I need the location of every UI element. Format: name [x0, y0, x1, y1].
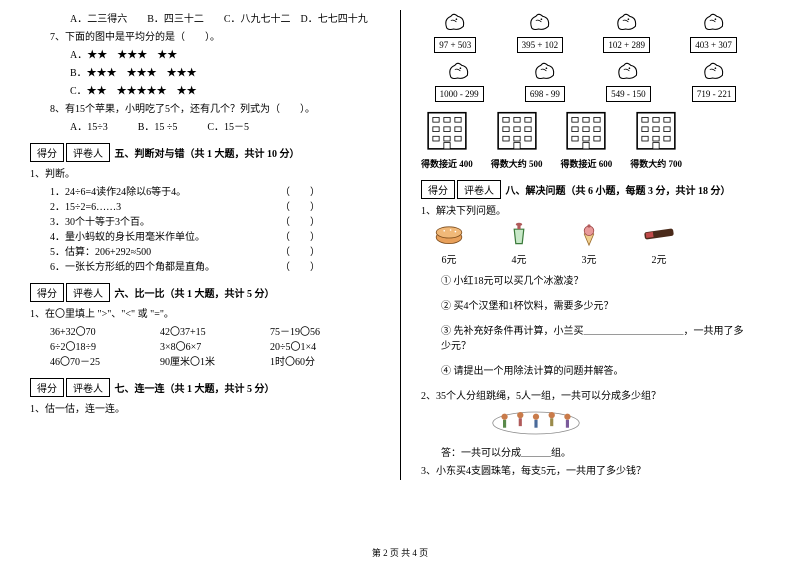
p1: ① 小红18元可以买几个冰激凌？: [441, 272, 750, 287]
q2-answer: 答：一共可以分成＿＿＿组。: [441, 444, 750, 459]
j3: 3．30个十等于3个百。: [50, 213, 150, 228]
building-label: 得数接近 400: [421, 157, 473, 170]
bird-expr: 549 - 150: [606, 86, 651, 102]
bird-group: 102 + 289: [590, 10, 663, 53]
bird-expr: 698 - 99: [525, 86, 565, 102]
paren: （ ）: [280, 243, 320, 258]
bird-expr: 102 + 289: [603, 37, 650, 53]
score-box: 得分: [30, 143, 64, 162]
c1b: 42〇37+15: [160, 323, 270, 338]
j5: 5．估算：206+292≈500: [50, 243, 151, 258]
page-footer: 第 2 页 共 4 页: [0, 546, 800, 559]
section5-title: 五、判断对与错（共 1 大题，共计 10 分）: [115, 149, 300, 160]
c3a: 46〇70－25: [50, 353, 160, 368]
q8-stem: 8、有15个苹果，小明吃了5个，还有几个？列式为（ ）。: [50, 100, 380, 115]
bird-group: 549 - 150: [593, 59, 665, 102]
reviewer-box: 评卷人: [66, 378, 110, 397]
item-price: 6元: [433, 251, 465, 266]
item-group: 3元: [573, 220, 605, 266]
bird-expr: 719 - 221: [692, 86, 737, 102]
reviewer-box: 评卷人: [457, 180, 501, 199]
paren: （ ）: [280, 258, 320, 273]
item-group: 4元: [503, 220, 535, 266]
reviewer-box: 评卷人: [66, 283, 110, 302]
section8-title: 八、解决问题（共 6 小题，每题 3 分，共计 18 分）: [506, 186, 731, 197]
q7-opt-a: A．★★ ★★★ ★★: [70, 46, 380, 61]
bird-expr: 395 + 102: [517, 37, 564, 53]
item-group: 2元: [643, 220, 675, 266]
item-group: 6元: [433, 220, 465, 266]
p3: ③ 先补充好条件再计算，小兰买＿＿＿＿＿＿＿＿＿＿，一共用了多少元？: [441, 322, 750, 352]
building-row: 得数接近 400 得数大约 500 得数接近 600 得数大约 700: [421, 108, 750, 170]
item-row: 6元 4元 3元 2元: [433, 220, 750, 266]
jump-rope-icon: [481, 405, 591, 441]
c1c: 75－19〇56: [270, 323, 380, 338]
c3b: 90厘米〇1米: [160, 353, 270, 368]
q6-options: A．二三得六 B．四三十二 C．八九七十二 D．七七四十九: [70, 10, 380, 25]
section6-title: 六、比一比（共 1 大题，共计 5 分）: [115, 289, 275, 300]
paren: （ ）: [280, 183, 320, 198]
c2b: 3×8〇6×7: [160, 338, 270, 353]
compare-head: 1、在〇里填上 ">"、"<" 或 "="。: [30, 305, 380, 320]
bird-row: 97 + 503 395 + 102 102 + 289 403 + 307: [421, 10, 750, 53]
c3c: 1时〇60分: [270, 353, 380, 368]
building-label: 得数接近 600: [561, 157, 613, 170]
c2c: 20÷5〇1×4: [270, 338, 380, 353]
j2: 2．15÷2=6……3: [50, 198, 121, 213]
j1: 1．24÷6=4读作24除以6等于4。: [50, 183, 186, 198]
bird-group: 1000 - 299: [421, 59, 497, 102]
building-group: 得数接近 600: [561, 108, 613, 170]
q7-opt-c: C．★★ ★★★★★ ★★: [70, 82, 380, 97]
section7-title: 七、连一连（共 1 大题，共计 5 分）: [115, 384, 275, 395]
j4: 4．量小蚂蚁的身长用毫米作单位。: [50, 228, 205, 243]
paren: （ ）: [280, 228, 320, 243]
c1a: 36+32〇70: [50, 323, 160, 338]
bird-group: 395 + 102: [503, 10, 576, 53]
bird-group: 403 + 307: [677, 10, 750, 53]
score-box: 得分: [421, 180, 455, 199]
sec7-head: 1、估一估，连一连。: [30, 400, 380, 415]
q8-options: A．15÷3 B．15 ÷5 C．15－5: [70, 118, 380, 133]
building-group: 得数接近 400: [421, 108, 473, 170]
q7-stem: 7、下面的图中是平均分的是（ ）。: [50, 28, 380, 43]
score-box: 得分: [30, 378, 64, 397]
sec8-head: 1、解决下列问题。: [421, 202, 750, 217]
q3: 3、小东买4支圆珠笔，每支5元，一共用了多少钱？: [421, 462, 750, 477]
item-price: 2元: [643, 251, 675, 266]
bird-group: 698 - 99: [511, 59, 578, 102]
bird-group: 719 - 221: [678, 59, 750, 102]
reviewer-box: 评卷人: [66, 143, 110, 162]
bird-expr: 97 + 503: [434, 37, 476, 53]
bird-row: 1000 - 299 698 - 99 549 - 150 719 - 221: [421, 59, 750, 102]
bird-expr: 1000 - 299: [435, 86, 484, 102]
building-label: 得数大约 700: [630, 157, 682, 170]
c2a: 6÷2〇18÷9: [50, 338, 160, 353]
building-label: 得数大约 500: [491, 157, 543, 170]
p4: ④ 请提出一个用除法计算的问题并解答。: [441, 362, 750, 377]
j6: 6．一张长方形纸的四个角都是直角。: [50, 258, 215, 273]
q7-opt-b: B．★★★ ★★★ ★★★: [70, 64, 380, 79]
item-price: 3元: [573, 251, 605, 266]
judge-head: 1、判断。: [30, 165, 380, 180]
score-box: 得分: [30, 283, 64, 302]
building-group: 得数大约 700: [630, 108, 682, 170]
item-price: 4元: [503, 251, 535, 266]
building-group: 得数大约 500: [491, 108, 543, 170]
p2: ② 买4个汉堡和1杯饮料，需要多少元？: [441, 297, 750, 312]
paren: （ ）: [280, 213, 320, 228]
bird-group: 97 + 503: [421, 10, 489, 53]
bird-expr: 403 + 307: [690, 37, 737, 53]
paren: （ ）: [280, 198, 320, 213]
q2: 2、35个人分组跳绳，5人一组，一共可以分成多少组？: [421, 387, 750, 402]
